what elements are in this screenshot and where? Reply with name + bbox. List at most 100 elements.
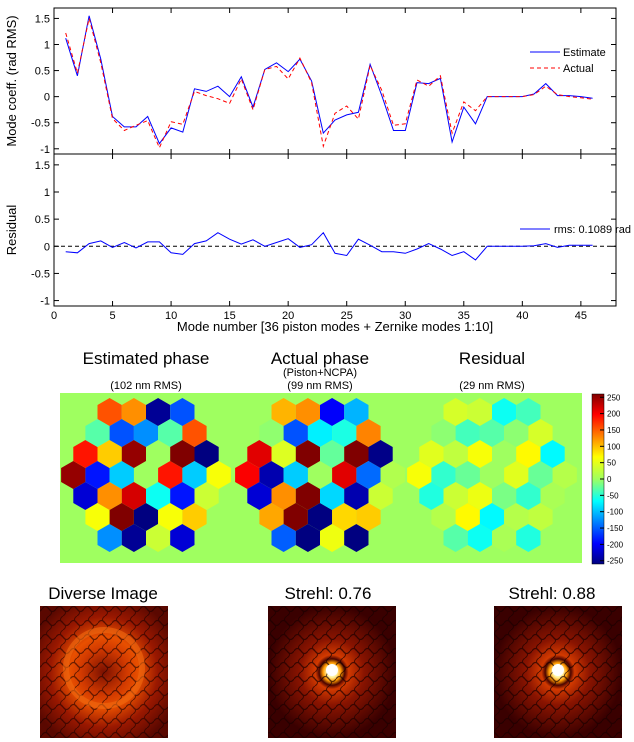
phase-segment <box>443 524 468 552</box>
phase-segment <box>158 461 183 489</box>
phase-segment <box>419 440 444 468</box>
phase-segment <box>121 440 146 468</box>
psf-image-2 <box>494 606 622 738</box>
xtick-label: 35 <box>458 310 470 322</box>
phase-segment <box>431 503 456 531</box>
phase-segment <box>504 503 529 531</box>
ytick-label: 1 <box>44 40 50 52</box>
phase-segment <box>170 482 195 510</box>
colorbar-ticks: 250 200 150 100 50 0 -50 -100 -150 -200 -250 <box>600 393 624 566</box>
phase-segment <box>133 419 159 447</box>
phase-segment <box>479 419 505 447</box>
phase-segment <box>467 398 492 426</box>
ytick-label: 0.5 <box>35 214 50 226</box>
phase-segment <box>73 482 98 510</box>
ytick-label: 1.5 <box>35 160 50 172</box>
phase-segment <box>320 524 345 552</box>
phase-segment <box>344 524 369 552</box>
colorbar-tick-label: -100 <box>607 508 624 517</box>
psf-image-1 <box>268 606 396 738</box>
xtick-label: 0 <box>51 310 57 322</box>
phase-segment <box>332 461 357 489</box>
coef-ylabel: Mode coeff. (rad RMS) <box>4 15 19 146</box>
phase-title-residual: Residual <box>459 349 525 368</box>
phase-segment <box>85 461 110 489</box>
phase-segment <box>121 524 146 552</box>
legend-rms: rms: 0.1089 rad <box>554 224 631 236</box>
phase-segment <box>344 482 369 510</box>
phase-segment <box>467 482 492 510</box>
ytick-label: 0 <box>44 241 50 253</box>
residual-plot: -1 -0.5 0 0.5 1 1.5 0 5 10 15 20 25 30 35 40 45 rms: 0.… <box>4 153 631 334</box>
phase-segment <box>247 482 272 510</box>
rms-residual: (29 nm RMS) <box>459 380 524 392</box>
phase-segment <box>97 440 122 468</box>
ytick-label: 0 <box>44 92 50 104</box>
colorbar-tick-label: 0 <box>607 475 612 484</box>
phase-segment <box>492 398 517 426</box>
phase-segment <box>146 440 171 468</box>
coef-legend: Estimate Actual <box>530 47 606 75</box>
phase-segment <box>133 503 159 531</box>
series-line-actual <box>65 18 593 149</box>
colorbar-tick-label: -50 <box>607 491 619 500</box>
phase-segment <box>170 440 195 468</box>
phase-segment <box>479 503 505 531</box>
phase-segment <box>356 419 381 447</box>
phase-segment <box>271 482 296 510</box>
phase-segment <box>320 482 345 510</box>
ytick-label: -0.5 <box>31 118 50 130</box>
phase-segment <box>431 461 456 489</box>
phase-segment <box>320 440 345 468</box>
colorbar-tick-label: -250 <box>607 557 624 566</box>
phase-segment <box>492 440 517 468</box>
phase-segment <box>320 398 345 426</box>
phase-segment <box>97 482 122 510</box>
phase-segment <box>271 440 296 468</box>
phase-segment <box>307 419 333 447</box>
phase-segment <box>194 482 219 510</box>
rms-actual: (99 nm RMS) <box>287 380 352 392</box>
ytick-label: 1 <box>44 187 50 199</box>
phase-segment <box>492 482 517 510</box>
residual-series <box>65 231 593 261</box>
colorbar-tick-label: -150 <box>607 524 624 533</box>
phase-segment <box>492 524 517 552</box>
phase-segment <box>85 503 110 531</box>
phase-segment <box>528 503 553 531</box>
phase-segment <box>455 503 480 531</box>
phase-segment <box>516 398 541 426</box>
phase-segment <box>283 461 308 489</box>
phase-segment <box>146 482 171 510</box>
legend-estimate: Estimate <box>563 47 606 59</box>
phase-segment <box>271 398 296 426</box>
xtick-label: 45 <box>575 310 587 322</box>
ytick-label: -1 <box>40 144 50 156</box>
phase-segment <box>235 461 260 489</box>
phase-title-estimated: Estimated phase <box>83 349 210 368</box>
phase-segment <box>121 398 146 426</box>
residual-xlabel: Mode number [36 piston modes + Zernike m… <box>177 319 493 334</box>
phase-segment <box>259 503 284 531</box>
phase-panel: Estimated phase Actual phase Residual (P… <box>60 349 624 566</box>
colorbar-tick-label: 100 <box>607 442 621 451</box>
phase-segment <box>121 482 146 510</box>
phase-segment <box>516 482 541 510</box>
phase-segment <box>504 461 529 489</box>
diverse-image <box>40 606 168 738</box>
ytick-label: 1.5 <box>35 13 50 25</box>
phase-segment <box>109 419 134 447</box>
phase-segment <box>540 440 565 468</box>
residual-axes-box <box>53 153 617 307</box>
phase-segments <box>61 398 577 552</box>
phase-segment <box>170 524 195 552</box>
colorbar-tick-label: 200 <box>607 410 621 419</box>
coef-axes-box <box>53 7 617 155</box>
phase-segment <box>247 440 272 468</box>
ytick-label: 0.5 <box>35 66 50 78</box>
phase-segment <box>97 524 122 552</box>
colorbar-tick-label: 250 <box>607 393 621 402</box>
phase-segment <box>368 440 393 468</box>
colorbar-tick-label: 50 <box>607 459 616 468</box>
